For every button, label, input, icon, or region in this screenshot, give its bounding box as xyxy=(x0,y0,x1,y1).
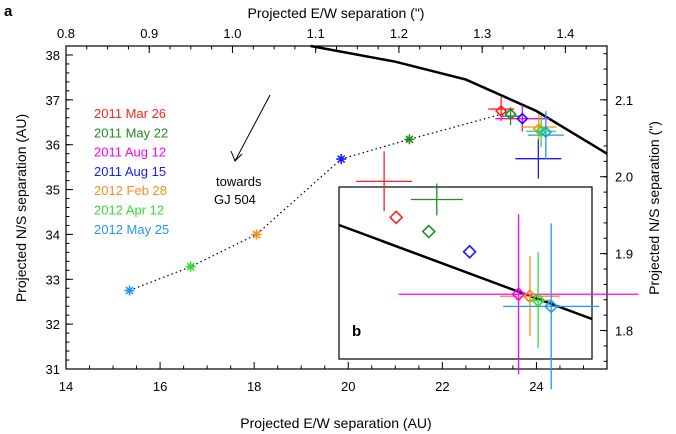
inset-error-cross xyxy=(356,151,413,212)
inset-detection-diamond xyxy=(544,299,559,314)
y2-tick-label: 2.1 xyxy=(615,93,633,108)
detection-diamond xyxy=(504,108,517,121)
y2-tick-label: 2.0 xyxy=(615,170,633,185)
background-star-marker xyxy=(336,154,347,165)
x-tick-label: 16 xyxy=(153,379,167,394)
annotation-line-1: towards xyxy=(216,174,262,189)
x2-axis-title: Projected E/W separation (") xyxy=(248,5,425,21)
x-axis-ticks: 14 16 18 20 22 24 xyxy=(59,362,584,394)
x-tick-label: 20 xyxy=(341,379,355,394)
y2-axis-title: Projected N/S separation (") xyxy=(646,121,662,295)
background-star-marker xyxy=(124,285,135,296)
background-track-line xyxy=(129,111,509,292)
y2-tick-label: 1.9 xyxy=(615,247,633,262)
legend-entry: 2011 Aug 12 xyxy=(94,145,166,160)
detection-diamond xyxy=(495,104,508,118)
y-tick-label: 34 xyxy=(46,227,60,242)
legend-entry: 2012 May 25 xyxy=(94,222,169,237)
legend-entry: 2011 Mar 26 xyxy=(94,106,166,121)
background-star-marker xyxy=(404,134,415,145)
panel-label-a: a xyxy=(4,3,13,20)
direction-arrow xyxy=(234,94,271,162)
inset-detection-diamond xyxy=(522,289,538,304)
inset-orbit-curve xyxy=(338,223,593,321)
y-tick-label: 32 xyxy=(46,317,60,332)
legend-entry: 2012 Apr 12 xyxy=(94,203,164,218)
inset-error-cross xyxy=(499,256,560,337)
x2-tick-label: 1.3 xyxy=(473,26,491,41)
y-tick-label: 33 xyxy=(46,272,60,287)
detection-diamond xyxy=(539,126,552,139)
inset-error-cross xyxy=(503,223,600,390)
x-tick-label: 18 xyxy=(247,379,261,394)
y2-tick-label: 1.8 xyxy=(615,324,633,339)
y-tick-label: 36 xyxy=(46,138,60,153)
annotation-line-2: GJ 504 xyxy=(214,192,256,207)
detection-diamond xyxy=(516,112,529,125)
legend-entry: 2011 May 22 xyxy=(94,125,168,140)
y-axis-ticks: 31 32 33 34 35 36 37 38 xyxy=(46,48,73,377)
x-tick-label: 24 xyxy=(529,379,543,394)
inset-error-cross xyxy=(410,183,463,216)
panel-label-b: b xyxy=(352,323,361,340)
inset-plot-area xyxy=(338,151,639,390)
x-tick-label: 14 xyxy=(59,379,73,394)
background-star-marker xyxy=(251,229,262,240)
inset-detection-diamond xyxy=(421,224,436,239)
background-star-marker xyxy=(185,261,196,272)
y-tick-label: 38 xyxy=(46,48,60,63)
legend: 2011 Mar 26 2011 May 22 2011 Aug 12 2011 Au… xyxy=(94,106,169,237)
inset-detection-diamond xyxy=(511,287,526,302)
error-cross xyxy=(527,111,564,160)
y-axis-title: Projected N/S separation (AU) xyxy=(13,114,29,302)
direction-arrowhead xyxy=(230,150,243,162)
inset-detection-diamond xyxy=(388,210,404,225)
orbit-curve xyxy=(310,44,608,155)
x-axis-title: Projected E/W separation (AU) xyxy=(240,415,431,431)
x2-axis-ticks: 0.8 0.9 1.0 1.1 1.2 1.3 1.4 xyxy=(57,26,608,53)
main-plot-area xyxy=(124,44,608,296)
inset-error-cross xyxy=(398,214,639,375)
x2-tick-label: 1.1 xyxy=(307,26,325,41)
inset-detection-diamond xyxy=(462,244,477,259)
y-tick-label: 35 xyxy=(46,183,60,198)
y2-axis-ticks: 1.8 1.9 2.0 2.1 xyxy=(600,53,633,362)
legend-entry: 2012 Feb 28 xyxy=(94,183,167,198)
y-tick-label: 31 xyxy=(46,362,60,377)
x2-tick-label: 0.8 xyxy=(57,26,75,41)
x2-tick-label: 1.0 xyxy=(223,26,241,41)
legend-entry: 2011 Aug 15 xyxy=(94,164,166,179)
x2-tick-label: 1.4 xyxy=(556,26,574,41)
x-tick-label: 22 xyxy=(435,379,449,394)
error-cross xyxy=(515,138,562,179)
y-tick-label: 37 xyxy=(46,93,60,108)
inset-detection-diamond xyxy=(531,293,546,308)
x2-tick-label: 0.9 xyxy=(140,26,158,41)
x2-tick-label: 1.2 xyxy=(390,26,408,41)
inset-error-cross xyxy=(526,252,551,349)
